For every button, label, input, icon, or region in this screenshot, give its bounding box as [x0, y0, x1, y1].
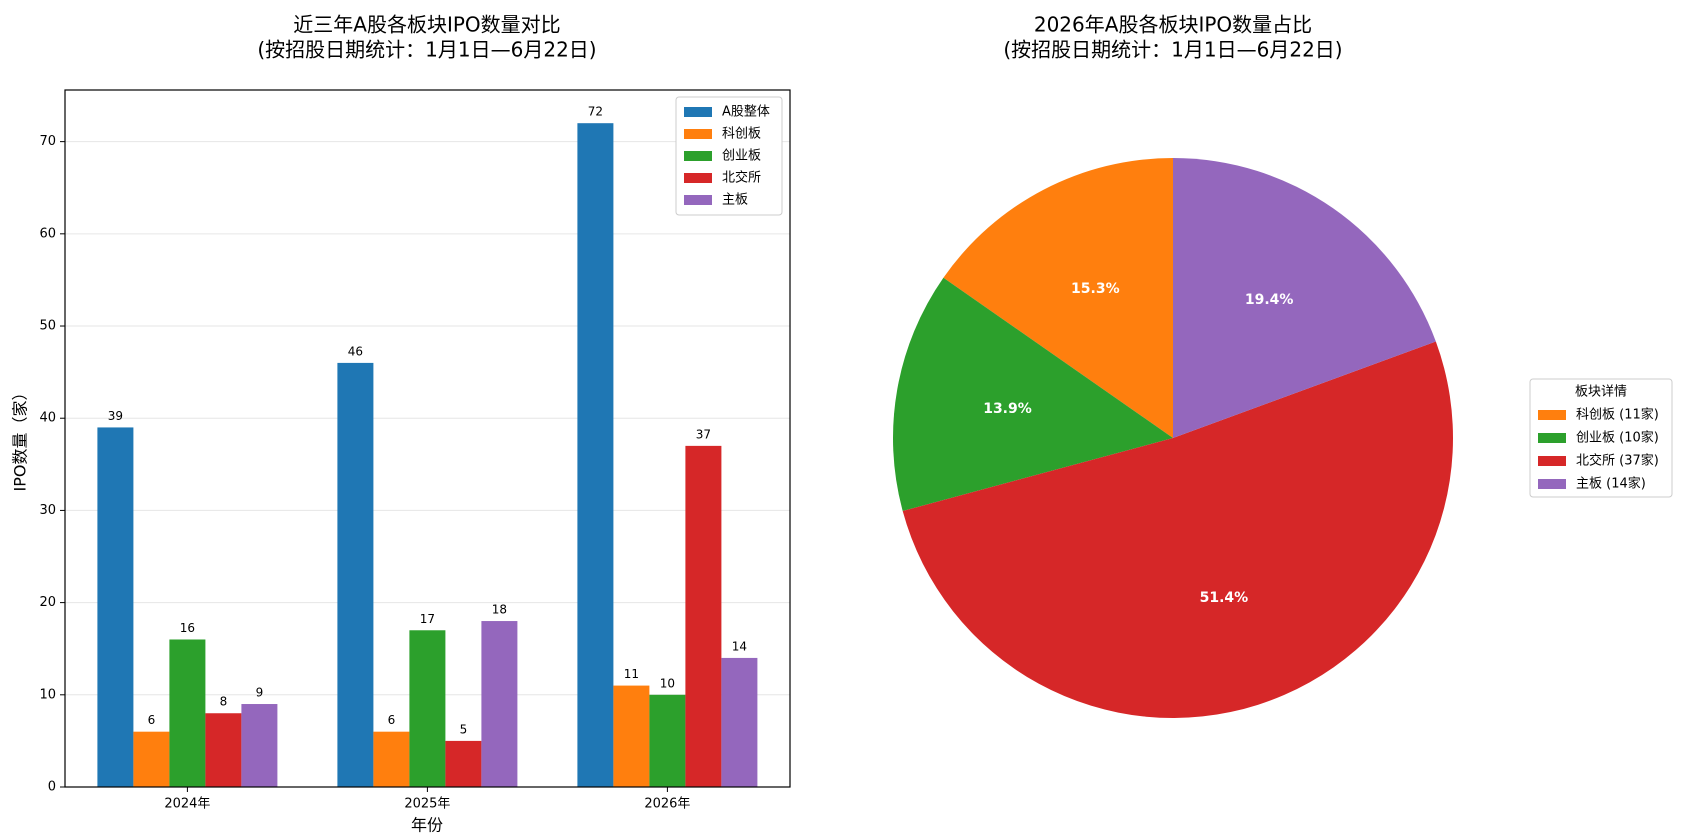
y-axis-label: IPO数量（家）	[11, 385, 30, 492]
legend-label: 主板	[722, 193, 748, 208]
bar-value-label: 11	[624, 667, 639, 681]
legend-swatch	[684, 195, 712, 205]
legend-swatch	[1538, 479, 1566, 489]
bar	[373, 731, 410, 787]
legend-label: 创业板	[722, 149, 761, 164]
bar	[169, 639, 206, 787]
legend-swatch	[684, 129, 712, 139]
bar-value-label: 14	[732, 639, 747, 653]
legend-label: 主板 (14家)	[1576, 476, 1646, 492]
bar-value-label: 16	[180, 621, 195, 635]
legend-label: A股整体	[722, 105, 770, 120]
bar-value-label: 10	[660, 676, 675, 690]
bar	[685, 445, 722, 787]
y-tick-label: 20	[39, 595, 56, 610]
bar	[577, 123, 614, 787]
pie-value-label: 13.9%	[983, 401, 1032, 417]
bar-value-label: 8	[220, 695, 228, 709]
legend-swatch	[1538, 410, 1566, 420]
pie-slice	[902, 341, 1453, 718]
pie-value-label: 15.3%	[1071, 281, 1120, 297]
legend-label: 北交所 (37家)	[1576, 453, 1659, 469]
y-tick-label: 70	[39, 134, 56, 149]
legend-box	[675, 96, 783, 216]
bar	[241, 704, 278, 787]
legend-label: 科创板	[722, 127, 761, 142]
x-tick-label: 2026年	[644, 797, 690, 812]
pie-slice	[892, 277, 1173, 512]
x-tick-label: 2024年	[164, 797, 210, 812]
bar	[721, 657, 758, 787]
bar	[649, 694, 686, 787]
y-tick-label: 0	[48, 780, 56, 795]
pie-value-label: 51.4%	[1200, 590, 1249, 606]
y-tick-label: 30	[39, 503, 56, 518]
legend-label: 科创板 (11家)	[1576, 407, 1659, 423]
y-tick-label: 60	[39, 226, 56, 241]
bar-value-label: 17	[420, 612, 435, 626]
bar	[133, 731, 170, 787]
bar-value-label: 72	[588, 105, 603, 119]
x-tick-label: 2025年	[404, 797, 450, 812]
bar	[445, 740, 482, 787]
bar	[481, 621, 518, 787]
bar	[613, 685, 650, 787]
bar	[205, 713, 242, 787]
bar	[337, 362, 374, 787]
bar-value-label: 18	[492, 603, 507, 617]
bar	[409, 630, 446, 787]
bar-value-label: 6	[388, 713, 396, 727]
bar-subtitle: (按招股日期统计：1月1日—6月22日)	[257, 38, 596, 62]
y-tick-label: 10	[39, 687, 56, 702]
y-tick-label: 50	[39, 319, 56, 334]
bar	[97, 427, 134, 787]
bar-value-label: 37	[696, 427, 711, 441]
legend-swatch	[684, 151, 712, 161]
pie-title: 2026年A股各板块IPO数量占比	[1034, 13, 1312, 37]
pie-slice	[1173, 157, 1436, 438]
legend-label: 北交所	[722, 170, 761, 186]
x-axis-label: 年份	[411, 816, 443, 835]
bar-value-label: 6	[148, 713, 156, 727]
legend-label: 创业板 (10家)	[1576, 430, 1659, 446]
bar-title: 近三年A股各板块IPO数量对比	[293, 13, 560, 37]
legend-swatch	[684, 173, 712, 183]
pie-value-label: 19.4%	[1245, 292, 1294, 308]
bar-value-label: 39	[108, 409, 123, 423]
plot-frame	[64, 89, 791, 788]
legend-box	[1529, 378, 1673, 498]
legend-title: 板块详情	[1575, 385, 1627, 400]
bar-value-label: 46	[348, 344, 363, 358]
pie-slice	[943, 158, 1173, 438]
bar-value-label: 5	[460, 722, 468, 736]
bar-value-label: 9	[256, 686, 264, 700]
legend-swatch	[684, 107, 712, 117]
pie-subtitle: (按招股日期统计：1月1日—6月22日)	[1003, 38, 1342, 62]
y-tick-label: 40	[39, 411, 56, 426]
legend-swatch	[1538, 456, 1566, 466]
legend-swatch	[1538, 433, 1566, 443]
